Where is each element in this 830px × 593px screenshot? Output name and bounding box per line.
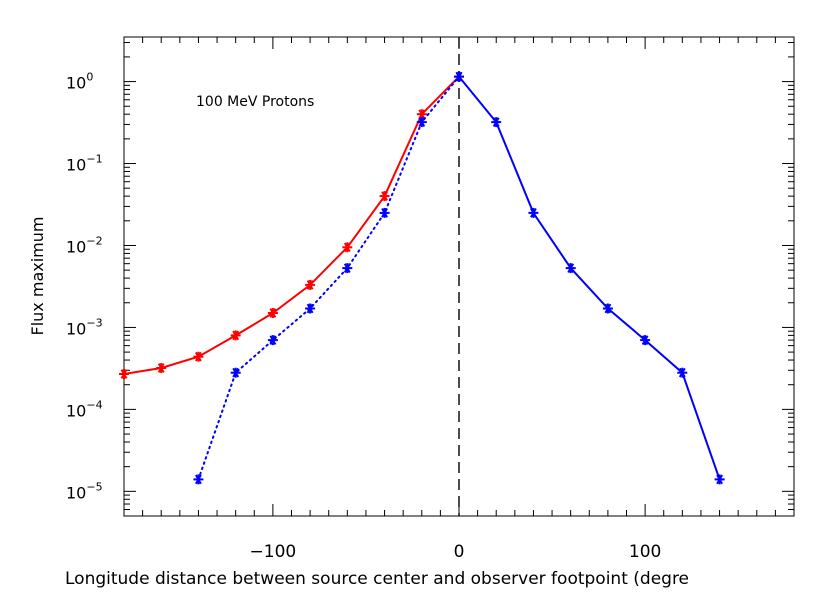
x-tick-label: −100 xyxy=(250,542,297,562)
x-axis-label: Longitude distance between source center… xyxy=(65,569,689,589)
x-tick-labels: −100 0 100 xyxy=(250,542,662,562)
data-point xyxy=(305,303,316,314)
data-point xyxy=(230,330,241,341)
data-point xyxy=(193,474,204,485)
data-point xyxy=(565,263,576,274)
data-point xyxy=(230,367,241,378)
x-tick-label: 0 xyxy=(454,542,465,562)
series-line-1 xyxy=(197,75,460,481)
data-point xyxy=(379,207,390,218)
series-line-0 xyxy=(123,75,460,375)
data-point xyxy=(305,279,316,290)
data-point xyxy=(267,308,278,318)
data-point xyxy=(379,191,390,202)
data-point xyxy=(267,335,278,346)
series-layer xyxy=(119,71,725,485)
x-tick-label: 100 xyxy=(629,542,661,562)
data-point xyxy=(342,263,353,274)
chart-annotation: 100 MeV Protons xyxy=(196,94,314,110)
data-point xyxy=(528,207,539,218)
data-point xyxy=(193,351,204,362)
data-point xyxy=(640,335,651,346)
data-point xyxy=(454,71,464,82)
y-axis-label: Flux maximum xyxy=(28,217,47,336)
data-point xyxy=(156,363,167,373)
data-point xyxy=(602,303,613,314)
y-tick-label: 10−3 xyxy=(66,316,103,338)
y-tick-labels: 100 10−1 10−2 10−3 10−4 10−5 xyxy=(66,71,103,503)
y-tick-label: 10−1 xyxy=(66,153,103,175)
y-tick-label: 100 xyxy=(66,71,93,93)
y-tick-label: 10−2 xyxy=(66,234,103,256)
series-line-2 xyxy=(458,75,721,480)
data-point xyxy=(342,242,353,253)
data-point xyxy=(714,474,725,485)
data-point xyxy=(677,367,688,378)
data-point xyxy=(491,117,502,128)
data-point xyxy=(416,117,427,128)
y-tick-label: 10−4 xyxy=(66,398,103,420)
y-tick-label: 10−5 xyxy=(66,480,103,502)
data-point xyxy=(119,369,129,379)
